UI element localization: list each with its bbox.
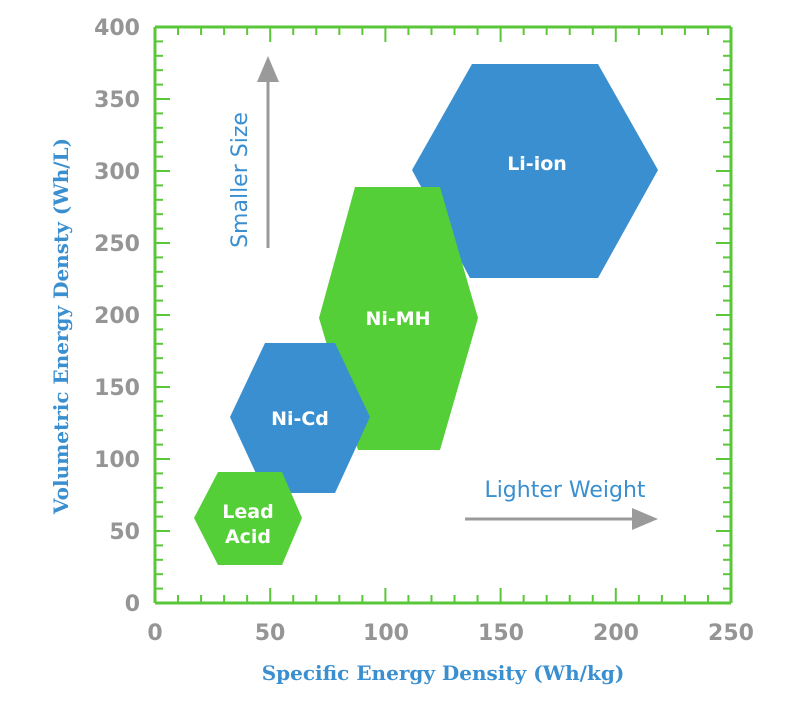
x-axis-title: Specific Energy Density (Wh/kg) bbox=[262, 661, 625, 685]
ni-mh-hexagon bbox=[319, 187, 478, 450]
li-ion-label: Li-ion bbox=[507, 153, 567, 175]
ni-mh-label: Ni-MH bbox=[365, 308, 430, 330]
lead-acid-label-line2: Acid bbox=[225, 526, 271, 548]
up-arrow-icon bbox=[257, 56, 279, 82]
x-tick: 0 bbox=[147, 621, 162, 646]
right-arrow-icon bbox=[632, 508, 658, 530]
x-tick: 50 bbox=[255, 621, 286, 646]
y-tick: 300 bbox=[94, 160, 140, 185]
tick-marks bbox=[155, 27, 731, 603]
x-tick: 150 bbox=[478, 621, 524, 646]
x-tick: 250 bbox=[708, 621, 754, 646]
lead-acid-hexagon bbox=[194, 472, 302, 565]
li-ion-hexagon bbox=[412, 64, 658, 278]
y-tick: 350 bbox=[94, 88, 140, 113]
ni-cd-hexagon bbox=[230, 343, 370, 493]
lead-acid-label-line1: Lead bbox=[222, 501, 273, 523]
y-axis-title: Volumetric Energy Densty (Wh/L) bbox=[49, 138, 73, 515]
smaller-size-arrow bbox=[257, 56, 279, 248]
y-tick: 50 bbox=[109, 520, 140, 545]
y-tick: 250 bbox=[94, 232, 140, 257]
ni-cd-label: Ni-Cd bbox=[271, 408, 329, 430]
y-tick: 100 bbox=[94, 448, 140, 473]
y-tick: 150 bbox=[94, 376, 140, 401]
y-tick: 400 bbox=[94, 16, 140, 41]
x-tick: 100 bbox=[363, 621, 409, 646]
lighter-weight-label: Lighter Weight bbox=[484, 478, 645, 503]
smaller-size-label: Smaller Size bbox=[228, 112, 253, 248]
lighter-weight-arrow bbox=[465, 508, 658, 530]
y-tick: 200 bbox=[94, 304, 140, 329]
y-tick-labels: 0 50 100 150 200 250 300 350 400 bbox=[94, 16, 140, 617]
x-tick-labels: 0 50 100 150 200 250 bbox=[147, 621, 754, 646]
x-tick: 200 bbox=[593, 621, 639, 646]
y-tick: 0 bbox=[125, 592, 140, 617]
